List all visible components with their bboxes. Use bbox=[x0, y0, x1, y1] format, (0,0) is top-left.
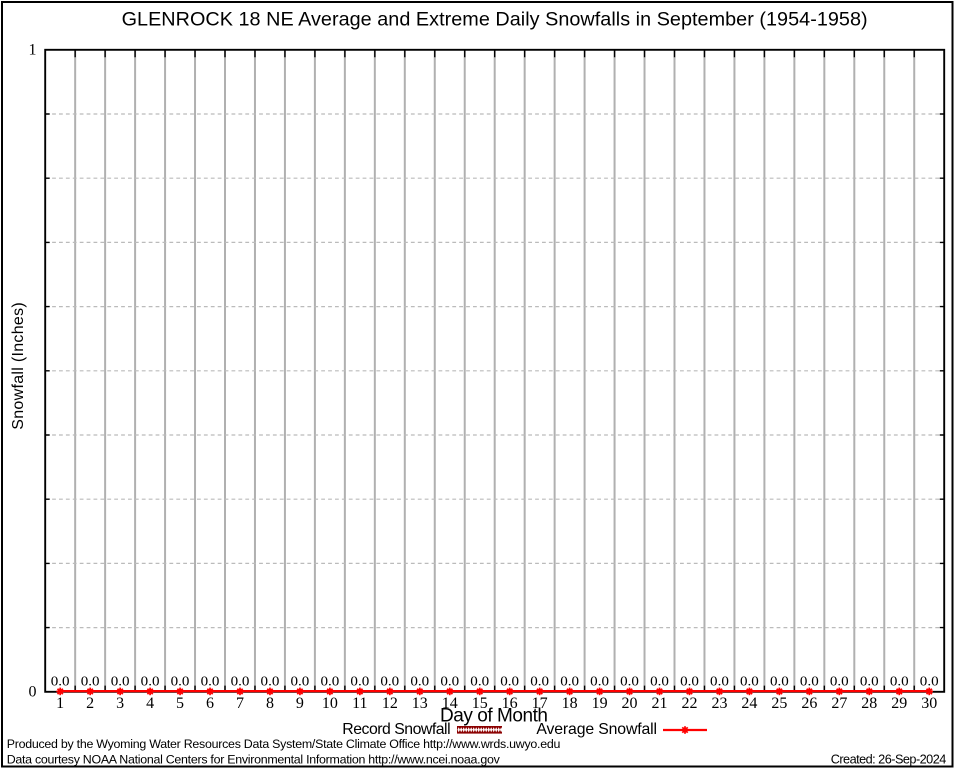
svg-text:0.0: 0.0 bbox=[890, 674, 909, 689]
svg-text:19: 19 bbox=[592, 695, 608, 712]
svg-text:0.0: 0.0 bbox=[231, 674, 250, 689]
svg-text:0.0: 0.0 bbox=[201, 674, 220, 689]
svg-text:0.0: 0.0 bbox=[620, 674, 639, 689]
svg-text:0.0: 0.0 bbox=[51, 674, 70, 689]
svg-text:6: 6 bbox=[206, 695, 214, 712]
svg-text:0.0: 0.0 bbox=[740, 674, 759, 689]
svg-text:4: 4 bbox=[146, 695, 154, 712]
svg-text:18: 18 bbox=[562, 695, 578, 712]
svg-text:8: 8 bbox=[266, 695, 274, 712]
svg-text:0.0: 0.0 bbox=[500, 674, 519, 689]
svg-text:0.0: 0.0 bbox=[530, 674, 549, 689]
svg-text:1: 1 bbox=[56, 695, 64, 712]
svg-text:0.0: 0.0 bbox=[470, 674, 489, 689]
svg-text:26: 26 bbox=[801, 695, 817, 712]
svg-text:22: 22 bbox=[681, 695, 697, 712]
svg-text:0.0: 0.0 bbox=[680, 674, 699, 689]
svg-text:0.0: 0.0 bbox=[141, 674, 160, 689]
svg-text:Created: 26-Sep-2024: Created: 26-Sep-2024 bbox=[831, 752, 947, 766]
svg-text:Data courtesy NOAA National Ce: Data courtesy NOAA National Centers for … bbox=[7, 752, 501, 766]
svg-text:1: 1 bbox=[29, 42, 37, 59]
svg-text:21: 21 bbox=[652, 695, 668, 712]
svg-text:24: 24 bbox=[741, 695, 757, 712]
svg-text:0.0: 0.0 bbox=[770, 674, 789, 689]
svg-text:Day of Month: Day of Month bbox=[440, 706, 548, 727]
svg-text:0.0: 0.0 bbox=[560, 674, 579, 689]
svg-text:0.0: 0.0 bbox=[81, 674, 100, 689]
svg-text:10: 10 bbox=[322, 695, 338, 712]
svg-text:0.0: 0.0 bbox=[590, 674, 609, 689]
svg-text:15: 15 bbox=[472, 695, 488, 712]
svg-text:0.0: 0.0 bbox=[320, 674, 339, 689]
svg-text:0.0: 0.0 bbox=[800, 674, 819, 689]
svg-text:0.0: 0.0 bbox=[291, 674, 310, 689]
svg-text:2: 2 bbox=[86, 695, 94, 712]
svg-text:GLENROCK 18 NE Average and Ext: GLENROCK 18 NE Average and Extreme Daily… bbox=[122, 9, 868, 31]
svg-text:0.0: 0.0 bbox=[860, 674, 879, 689]
svg-text:23: 23 bbox=[711, 695, 727, 712]
svg-text:Record Snowfall: Record Snowfall bbox=[342, 721, 450, 738]
svg-text:0.0: 0.0 bbox=[261, 674, 280, 689]
svg-text:16: 16 bbox=[502, 695, 518, 712]
svg-text:28: 28 bbox=[861, 695, 877, 712]
svg-text:0.0: 0.0 bbox=[710, 674, 729, 689]
svg-text:5: 5 bbox=[176, 695, 184, 712]
svg-text:0.0: 0.0 bbox=[440, 674, 459, 689]
svg-text:0.0: 0.0 bbox=[410, 674, 429, 689]
svg-text:0.0: 0.0 bbox=[350, 674, 369, 689]
svg-text:0.0: 0.0 bbox=[830, 674, 849, 689]
svg-text:14: 14 bbox=[442, 695, 458, 712]
svg-text:0.0: 0.0 bbox=[111, 674, 130, 689]
svg-text:30: 30 bbox=[921, 695, 937, 712]
svg-text:7: 7 bbox=[236, 695, 244, 712]
svg-text:13: 13 bbox=[412, 695, 428, 712]
svg-text:Average Snowfall: Average Snowfall bbox=[536, 721, 657, 738]
svg-text:17: 17 bbox=[532, 695, 548, 712]
svg-text:0.0: 0.0 bbox=[920, 674, 939, 689]
svg-text:27: 27 bbox=[831, 695, 847, 712]
svg-text:Produced by the Wyoming Water: Produced by the Wyoming Water Resources … bbox=[7, 737, 561, 751]
svg-text:0.0: 0.0 bbox=[171, 674, 190, 689]
svg-text:20: 20 bbox=[622, 695, 638, 712]
svg-text:Snowfall (Inches): Snowfall (Inches) bbox=[10, 302, 27, 430]
svg-text:3: 3 bbox=[116, 695, 124, 712]
svg-text:0.0: 0.0 bbox=[380, 674, 399, 689]
svg-text:25: 25 bbox=[771, 695, 787, 712]
svg-text:29: 29 bbox=[891, 695, 907, 712]
svg-text:11: 11 bbox=[352, 695, 367, 712]
svg-text:0: 0 bbox=[29, 684, 37, 701]
svg-text:9: 9 bbox=[296, 695, 304, 712]
svg-text:12: 12 bbox=[382, 695, 398, 712]
svg-text:0.0: 0.0 bbox=[650, 674, 669, 689]
